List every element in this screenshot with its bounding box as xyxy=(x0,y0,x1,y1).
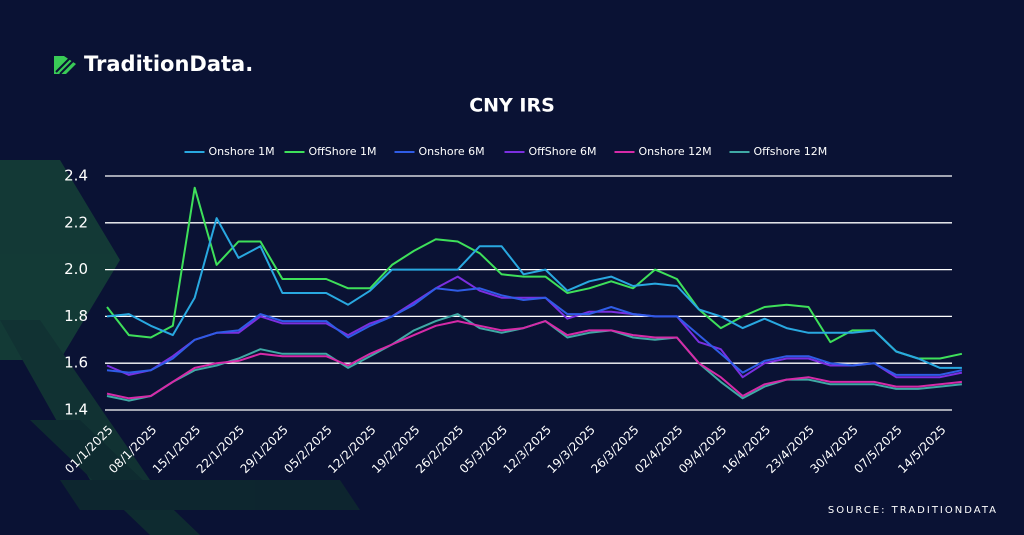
legend-label: OffShore 6M xyxy=(529,145,597,158)
series-line xyxy=(106,287,963,376)
series-line xyxy=(106,313,963,402)
legend-label: Onshore 1M xyxy=(209,145,275,158)
chart-title: CNY IRS xyxy=(469,95,555,117)
brand: TraditionData. xyxy=(84,52,253,76)
legend-label: Onshore 6M xyxy=(419,145,485,158)
y-tick-label: 2.0 xyxy=(64,260,88,278)
decoration xyxy=(0,160,360,535)
y-tick-label: 1.8 xyxy=(64,307,88,325)
y-tick-label: 2.4 xyxy=(64,167,88,185)
y-tick-label: 2.2 xyxy=(64,213,88,231)
legend-label: OffShore 1M xyxy=(309,145,377,158)
y-tick-label: 1.4 xyxy=(64,401,88,419)
logo xyxy=(54,56,76,75)
y-tick-label: 1.6 xyxy=(64,354,88,372)
series-line xyxy=(106,217,962,369)
series-line xyxy=(106,320,963,400)
x-tick-label: 14/5/2025 xyxy=(895,423,948,476)
legend-label: Offshore 12M xyxy=(754,145,828,158)
legend-label: Onshore 12M xyxy=(639,145,712,158)
series-line xyxy=(106,275,963,379)
source: SOURCE: TRADITIONDATA xyxy=(828,505,998,516)
series-line xyxy=(106,186,963,360)
